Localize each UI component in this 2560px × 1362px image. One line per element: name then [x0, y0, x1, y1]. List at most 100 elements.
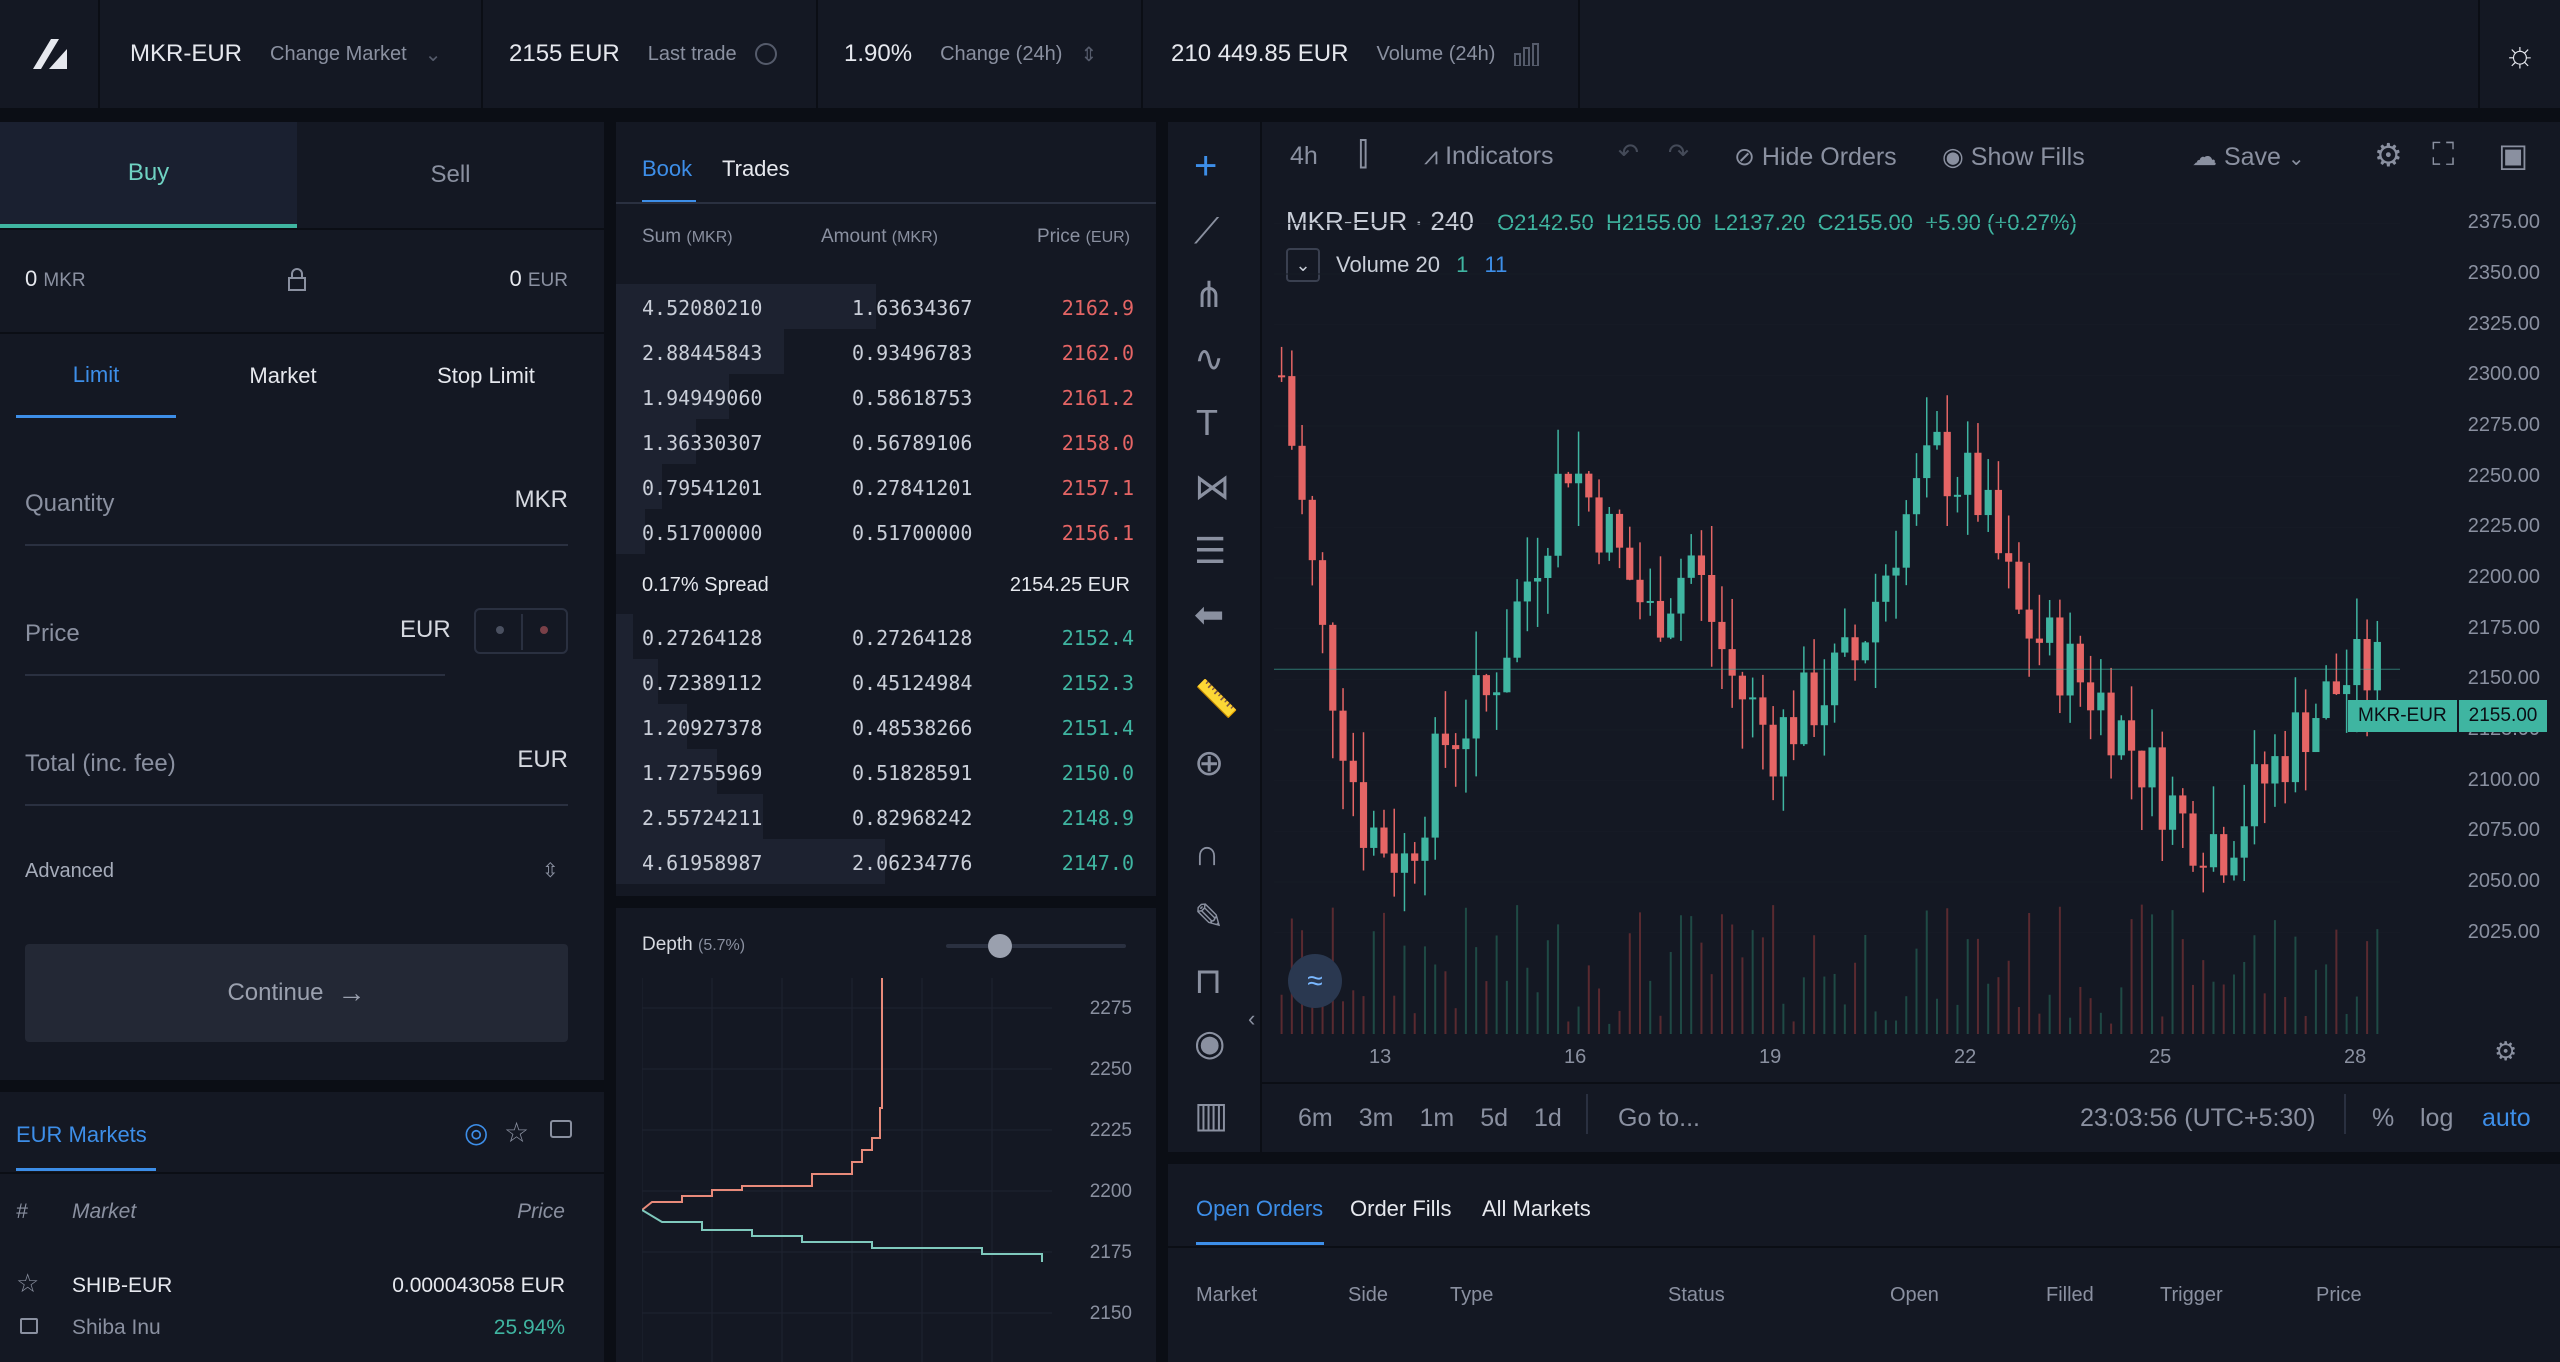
ask-row[interactable]: 4.52080210 1.63634367 2162.9 — [616, 284, 1160, 329]
price-stepper[interactable] — [474, 608, 568, 654]
interval-button[interactable]: 4h — [1290, 142, 1318, 170]
market-selector[interactable]: MKR-EUR Change Market ⌄ — [100, 0, 483, 108]
markets-title[interactable]: EUR Markets — [16, 1122, 147, 1147]
depth-slider[interactable] — [946, 944, 1126, 948]
depth-tick-label: 2200 — [1090, 1181, 1132, 1202]
save-button[interactable]: ☁ Save ⌄ — [2192, 143, 2305, 171]
range-5d-button[interactable]: 5d — [1480, 1104, 1509, 1132]
book-sum: 2.88445843 — [642, 341, 763, 365]
continue-button[interactable]: Continue → — [25, 944, 568, 1042]
crosshair-icon[interactable]: + — [1194, 144, 1218, 188]
zoom-in-icon[interactable]: ⊕ — [1194, 742, 1225, 783]
tab-all-markets[interactable]: All Markets — [1482, 1196, 1591, 1221]
tab-open-orders[interactable]: Open Orders — [1196, 1196, 1324, 1221]
back-arrow-icon[interactable]: ⬅ — [1194, 594, 1225, 635]
axis-settings-icon[interactable]: ⚙ — [2494, 1036, 2518, 1066]
advanced-toggle[interactable]: Advanced — [25, 860, 114, 882]
bid-row[interactable]: 0.72389112 0.45124984 2152.3 — [616, 659, 1160, 704]
lock-drawing-icon[interactable]: ✎ — [1194, 896, 1225, 937]
candles-icon[interactable]: ⫿ — [1358, 136, 1369, 172]
clock-readout[interactable]: 23:03:56 (UTC+5:30) — [2080, 1104, 2316, 1132]
trade-panel: Buy Sell 0 MKR 0 EUR Limit Market Stop L… — [0, 122, 604, 1080]
book-price: 2156.1 — [1061, 521, 1134, 545]
show-fills-button[interactable]: ◉ Show Fills — [1942, 143, 2085, 171]
pitchfork-icon[interactable]: ⋔ — [1194, 274, 1225, 315]
depth-slider-handle[interactable] — [988, 934, 1012, 958]
logo[interactable] — [0, 0, 100, 108]
tab-limit[interactable]: Limit — [16, 334, 176, 418]
bid-row[interactable]: 4.61958987 2.06234776 2147.0 — [616, 839, 1160, 884]
balance-eur-value: 0 — [509, 266, 522, 291]
tab-market[interactable]: Market — [249, 363, 317, 388]
time-axis[interactable]: 13 16 19 22 25 28 — [1274, 1040, 2400, 1076]
tab-order-fills[interactable]: Order Fills — [1350, 1196, 1452, 1221]
price-tick-label: 2275.00 — [2467, 414, 2540, 436]
bid-row[interactable]: 2.55724211 0.82968242 2148.9 — [616, 794, 1160, 839]
brush-icon[interactable]: ∿ — [1194, 338, 1225, 379]
candle-body — [1779, 717, 1787, 777]
tab-trades[interactable]: Trades — [722, 156, 790, 181]
tradingview-logo[interactable]: ≈ — [1288, 954, 1342, 1008]
trash-icon[interactable]: ▥ — [1194, 1094, 1229, 1135]
ask-row[interactable]: 2.88445843 0.93496783 2162.0 — [616, 329, 1160, 374]
date-tick-label: 16 — [1564, 1046, 1587, 1068]
camera-icon[interactable]: ▣ — [2498, 137, 2529, 173]
hide-orders-button[interactable]: ⊘ Hide Orders — [1734, 143, 1897, 171]
range-6m-button[interactable]: 6m — [1298, 1104, 1333, 1132]
fullscreen-icon[interactable]: ⛶ — [2432, 136, 2455, 172]
tab-stop-limit[interactable]: Stop Limit — [437, 363, 535, 388]
undo-icon[interactable]: ↶ — [1618, 139, 1639, 167]
text-icon[interactable]: T — [1196, 402, 1218, 443]
price-tick-label: 2225.00 — [2467, 515, 2540, 538]
price-input[interactable] — [25, 674, 445, 676]
gear-icon[interactable]: ⚙ — [2374, 137, 2403, 173]
unlock-icon[interactable]: ⊓ — [1194, 960, 1223, 1001]
magnet-icon[interactable]: ∩ — [1194, 832, 1220, 873]
bid-row[interactable]: 1.20927378 0.48538266 2151.4 — [616, 704, 1160, 749]
total-input[interactable] — [25, 804, 568, 806]
ask-row[interactable]: 1.36330307 0.56789106 2158.0 — [616, 419, 1160, 464]
bid-row[interactable]: 0.27264128 0.27264128 2152.4 — [616, 614, 1160, 659]
wallet-icon[interactable] — [550, 1120, 572, 1138]
log-toggle[interactable]: log — [2420, 1104, 2454, 1132]
range-1m-button[interactable]: 1m — [1419, 1104, 1455, 1132]
redo-icon[interactable]: ↷ — [1668, 139, 1689, 167]
candle-body — [1544, 555, 1552, 578]
candle-body — [1462, 738, 1470, 750]
target-icon[interactable]: ◎ — [464, 1117, 489, 1148]
eye-icon[interactable]: ◉ — [1194, 1022, 1226, 1063]
tab-book[interactable]: Book — [642, 156, 693, 181]
star-icon[interactable]: ☆ — [504, 1117, 530, 1148]
pattern-icon[interactable]: ⋈ — [1194, 466, 1230, 507]
ruler-icon[interactable]: 📏 — [1194, 678, 1239, 719]
chevron-left-icon[interactable]: ‹ — [1248, 1006, 1256, 1031]
percent-toggle[interactable]: % — [2372, 1104, 2395, 1132]
indicators-button[interactable]: ⩘ Indicators — [1424, 142, 1554, 170]
goto-button[interactable]: Go to... — [1618, 1104, 1700, 1132]
table-row[interactable]: ☆ SHIB-EUR 0.000043058 EUR Shiba Inu 25.… — [0, 1262, 604, 1352]
balance-eur-unit: EUR — [527, 270, 568, 291]
ask-row[interactable]: 0.51700000 0.51700000 2156.1 — [616, 509, 1160, 554]
candle-body — [1534, 577, 1542, 582]
depth-bar — [616, 374, 729, 419]
buy-tab[interactable]: Buy — [0, 122, 297, 228]
price-axis[interactable]: 2375.00 2350.00 2325.00 2300.00 2275.00 2250.… — [2400, 198, 2560, 1038]
sell-tab[interactable]: Sell — [430, 161, 471, 188]
quantity-input[interactable] — [25, 544, 568, 546]
book-sum: 1.72755969 — [642, 761, 763, 785]
ask-row[interactable]: 1.94949060 0.58618753 2161.2 — [616, 374, 1160, 419]
range-3m-button[interactable]: 3m — [1358, 1104, 1394, 1132]
measure-lines-icon[interactable]: ☰ — [1194, 530, 1227, 571]
candle-body — [2209, 834, 2218, 868]
theme-toggle[interactable]: ☼ — [2478, 0, 2560, 108]
candle-body — [1933, 431, 1941, 446]
candle-body — [2332, 681, 2340, 695]
auto-toggle[interactable]: auto — [2482, 1104, 2531, 1132]
candle-body — [1923, 445, 1931, 479]
star-icon[interactable]: ☆ — [16, 1268, 40, 1298]
bid-row[interactable]: 1.72755969 0.51828591 2150.0 — [616, 749, 1160, 794]
range-1d-button[interactable]: 1d — [1534, 1104, 1562, 1132]
collapse-legend-button[interactable]: ⌄ — [1286, 248, 1320, 282]
ask-row[interactable]: 0.79541201 0.27841201 2157.1 — [616, 464, 1160, 509]
trendline-icon[interactable]: ⟋ — [1194, 210, 1220, 251]
